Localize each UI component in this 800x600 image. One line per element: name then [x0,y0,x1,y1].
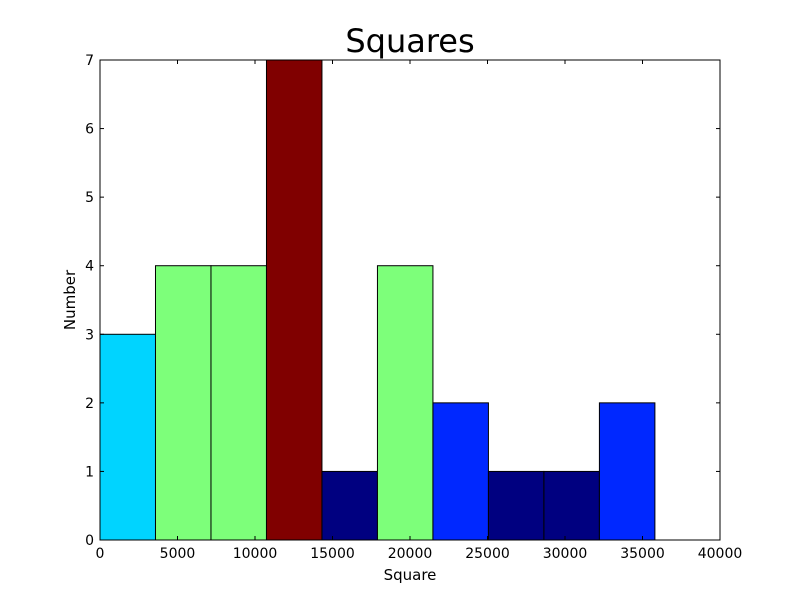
x-tick-label: 20000 [388,546,433,562]
bars-group [99,59,656,541]
x-tick-label: 15000 [310,546,355,562]
y-tick-label: 1 [85,464,94,480]
x-tick-label: 10000 [233,546,278,562]
x-tick-label: 0 [96,546,105,562]
x-tick-label: 30000 [543,546,588,562]
y-axis-label: Number [61,269,79,330]
x-tick-label: 40000 [698,546,743,562]
y-tick-label: 0 [85,533,94,549]
histogram-bar-9 [543,470,600,541]
histogram-bar-10 [598,402,656,541]
y-tick-label: 7 [85,53,94,69]
y-tick-label: 5 [85,190,94,206]
x-tick-label: 35000 [620,546,665,562]
x-tick-label: 25000 [465,546,510,562]
y-tick-label: 2 [85,396,94,412]
y-tick-label: 3 [85,327,94,343]
histogram-bar-7 [432,402,489,541]
histogram-bar-5 [321,470,378,541]
histogram-bar-3 [210,265,267,541]
y-tick-label: 4 [85,259,94,275]
x-tick-label: 5000 [160,546,196,562]
y-tick-label: 6 [85,122,94,138]
histogram-bar-2 [154,265,212,541]
y-axis-ticks: 0 1 2 3 4 5 6 7 [85,53,720,549]
histogram-bar-1 [99,333,156,541]
chart-title: Squares [345,22,474,60]
histogram-bar-6 [376,265,434,541]
histogram-bar-8 [487,470,545,541]
histogram-bar-4 [265,59,323,541]
x-axis-label: Square [384,566,437,584]
x-axis-ticks: 0 5000 10000 15000 20000 25000 30000 35000 40000 [96,60,743,562]
